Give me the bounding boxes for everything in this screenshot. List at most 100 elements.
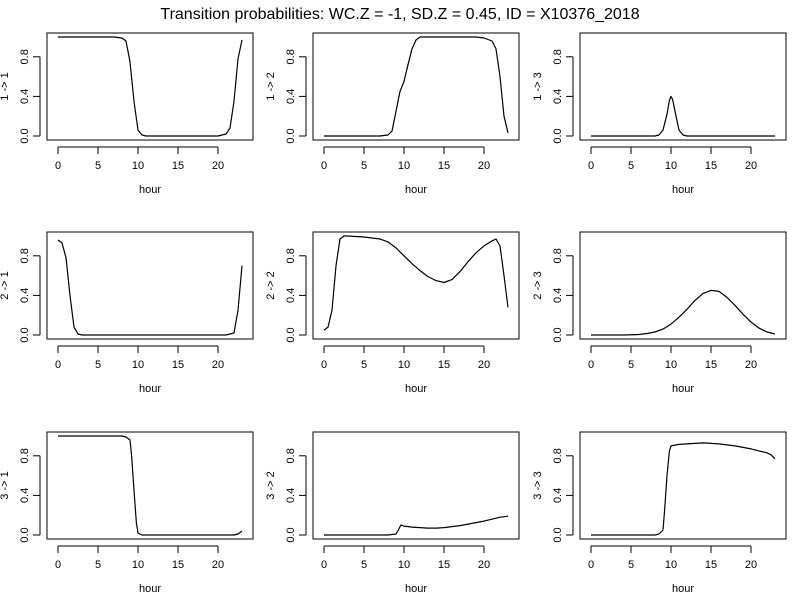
y-tick-label: 0.4 — [19, 288, 31, 303]
y-tick-label: 0.8 — [552, 248, 564, 263]
x-tick-label: 5 — [95, 559, 101, 571]
y-axis-label: 1 -> 3 — [532, 72, 544, 100]
x-tick-label: 15 — [705, 359, 717, 371]
y-tick-label: 0.0 — [19, 527, 31, 542]
plot-frame — [46, 231, 254, 340]
y-axis-label: 2 -> 1 — [0, 271, 11, 299]
x-tick-label: 10 — [132, 559, 144, 571]
x-tick-label: 10 — [665, 359, 677, 371]
y-tick-label: 0.0 — [19, 327, 31, 342]
y-tick-label: 0.0 — [285, 128, 297, 143]
y-axis-label: 1 -> 2 — [265, 72, 277, 100]
y-axis-label: 1 -> 1 — [0, 72, 11, 100]
plot-frame — [579, 231, 787, 340]
x-tick-label: 0 — [55, 160, 61, 172]
x-tick-label: 20 — [212, 359, 224, 371]
x-tick-label: 0 — [321, 559, 327, 571]
x-tick-label: 5 — [628, 559, 634, 571]
panel-5: 0 5 10 15 20 hour 0.0 0.4 0.8 2 -> 2 — [265, 231, 520, 395]
x-tick-label: 5 — [361, 559, 367, 571]
x-axis-label: hour — [139, 184, 161, 196]
panel-1: 0 5 10 15 20 hour 0.0 0.4 0.8 1 -> 1 — [0, 32, 254, 196]
x-tick-label: 20 — [478, 559, 490, 571]
y-tick-label: 0.0 — [285, 327, 297, 342]
x-tick-label: 20 — [478, 359, 490, 371]
x-tick-label: 5 — [95, 160, 101, 172]
x-tick-label: 20 — [745, 160, 757, 172]
series-line — [57, 239, 243, 336]
x-tick-label: 10 — [132, 359, 144, 371]
x-axis-label: hour — [139, 583, 161, 595]
y-tick-label: 0.8 — [19, 49, 31, 64]
x-axis-label: hour — [672, 383, 694, 395]
series-line — [591, 95, 775, 137]
x-tick-label: 20 — [478, 160, 490, 172]
plot-frame — [46, 431, 254, 540]
y-tick-label: 0.8 — [285, 448, 297, 463]
x-tick-label: 0 — [588, 160, 594, 172]
y-tick-label: 0.0 — [552, 327, 564, 342]
plot-frame — [579, 431, 787, 540]
x-tick-label: 10 — [398, 559, 410, 571]
series-line — [58, 36, 243, 137]
y-axis-label: 2 -> 3 — [532, 271, 544, 299]
x-tick-label: 5 — [361, 160, 367, 172]
x-tick-label: 10 — [398, 160, 410, 172]
x-tick-label: 0 — [55, 559, 61, 571]
x-tick-label: 15 — [705, 559, 717, 571]
x-axis-label: hour — [405, 383, 427, 395]
x-tick-label: 20 — [212, 559, 224, 571]
y-axis-label: 2 -> 2 — [265, 271, 277, 299]
x-tick-label: 5 — [628, 359, 634, 371]
y-tick-label: 0.4 — [285, 288, 297, 303]
panel-9: 0 5 10 15 20 hour 0.0 0.4 0.8 3 -> 3 — [532, 431, 787, 595]
x-tick-label: 0 — [321, 359, 327, 371]
y-tick-label: 0.4 — [19, 89, 31, 104]
x-tick-label: 10 — [132, 160, 144, 172]
x-tick-label: 0 — [321, 160, 327, 172]
series-line — [323, 235, 509, 331]
series-line — [324, 36, 509, 137]
y-tick-label: 0.0 — [552, 527, 564, 542]
x-tick-label: 20 — [745, 359, 757, 371]
plot-frame — [312, 431, 520, 540]
x-tick-label: 10 — [665, 559, 677, 571]
panel-4: 0 5 10 15 20 hour 0.0 0.4 0.8 2 -> 1 — [0, 231, 254, 395]
series-line — [58, 435, 243, 536]
y-tick-label: 0.8 — [19, 248, 31, 263]
plot-frame — [312, 32, 520, 141]
x-tick-label: 5 — [361, 359, 367, 371]
y-tick-label: 0.4 — [552, 288, 564, 303]
y-tick-label: 0.4 — [552, 89, 564, 104]
x-axis-label: hour — [405, 583, 427, 595]
panel-2: 0 5 10 15 20 hour 0.0 0.4 0.8 1 -> 2 — [265, 32, 520, 196]
series-line — [324, 515, 509, 536]
x-axis-label: hour — [672, 184, 694, 196]
x-tick-label: 0 — [588, 359, 594, 371]
y-tick-label: 0.8 — [19, 448, 31, 463]
figure-title: Transition probabilities: WC.Z = -1, SD.… — [160, 6, 640, 23]
y-tick-label: 0.8 — [552, 49, 564, 64]
x-axis-label: hour — [139, 383, 161, 395]
y-tick-label: 0.8 — [285, 49, 297, 64]
x-tick-label: 15 — [438, 559, 450, 571]
panel-3: 0 5 10 15 20 hour 0.0 0.4 0.8 1 -> 3 — [532, 32, 787, 196]
x-tick-label: 5 — [95, 359, 101, 371]
x-tick-label: 10 — [398, 359, 410, 371]
plot-frame — [46, 32, 254, 141]
x-tick-label: 15 — [172, 359, 184, 371]
y-tick-label: 0.4 — [19, 488, 31, 503]
y-axis-label: 3 -> 1 — [0, 471, 11, 499]
x-tick-label: 5 — [628, 160, 634, 172]
y-tick-label: 0.0 — [19, 128, 31, 143]
plot-frame — [579, 32, 787, 141]
y-tick-label: 0.0 — [285, 527, 297, 542]
y-axis-label: 3 -> 2 — [265, 471, 277, 499]
x-tick-label: 15 — [438, 160, 450, 172]
panel-8: 0 5 10 15 20 hour 0.0 0.4 0.8 3 -> 2 — [265, 431, 520, 595]
x-tick-label: 0 — [55, 359, 61, 371]
y-tick-label: 0.4 — [552, 488, 564, 503]
y-tick-label: 0.8 — [552, 448, 564, 463]
panel-7: 0 5 10 15 20 hour 0.0 0.4 0.8 3 -> 1 — [0, 431, 254, 595]
